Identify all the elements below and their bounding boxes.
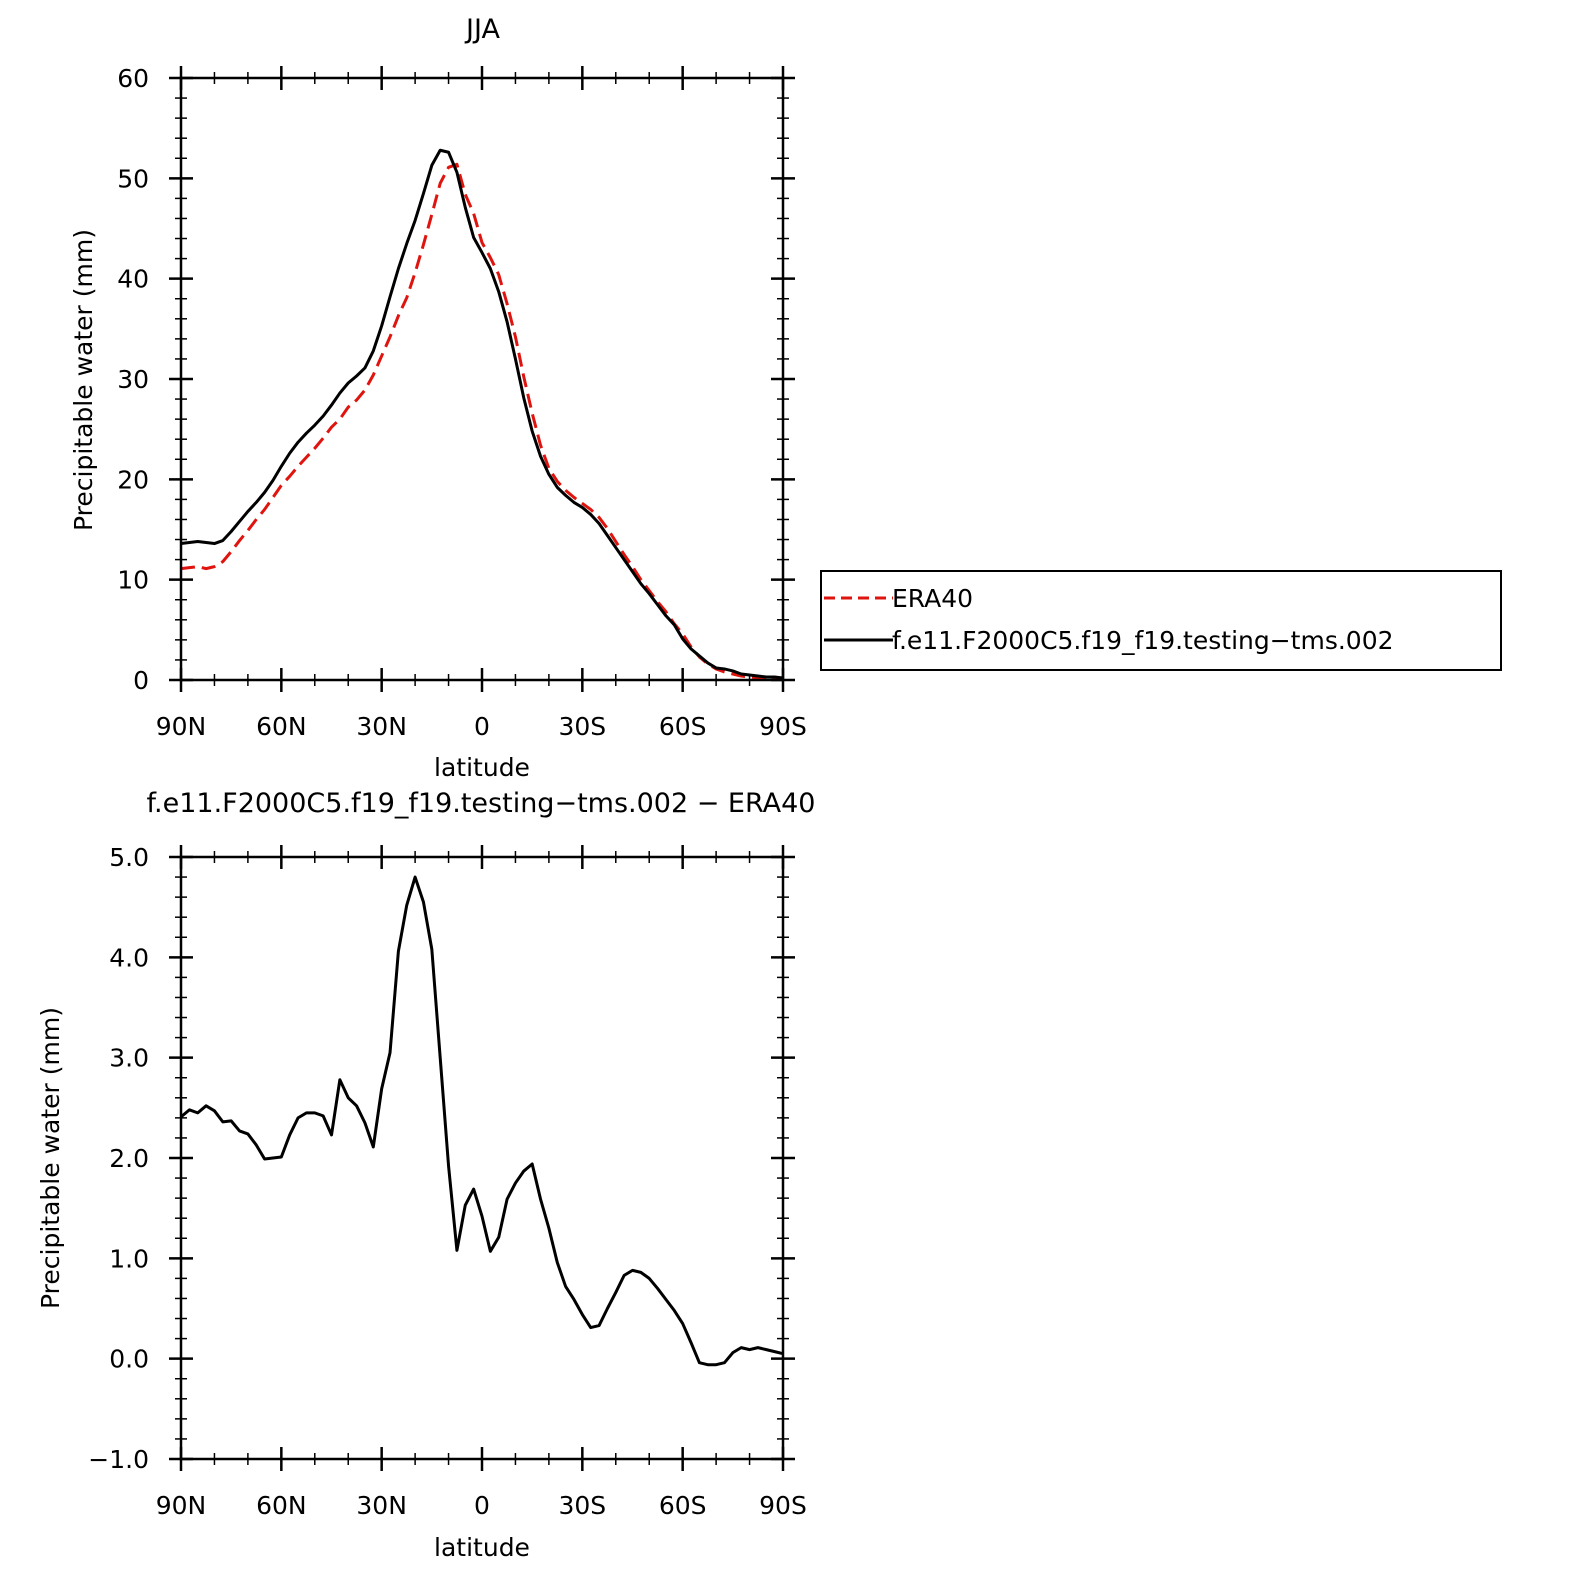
top-tick-marks xyxy=(169,66,795,692)
top-chart-title: JJA xyxy=(464,14,500,45)
top-x-tick-label: 30S xyxy=(558,712,606,741)
top-x-tick-label: 0 xyxy=(474,712,490,741)
bottom-x-tick-label: 0 xyxy=(474,1491,490,1520)
top-x-tick-label: 60N xyxy=(256,712,307,741)
bottom-y-tick-labels: −1.0 0.0 1.0 2.0 3.0 4.0 5.0 xyxy=(88,843,149,1474)
bottom-y-tick-label: 4.0 xyxy=(109,943,149,972)
bottom-x-tick-label: 90S xyxy=(759,1491,807,1520)
legend: ERA40 f.e11.F2000C5.f19_f19.testing−tms.… xyxy=(820,570,1502,671)
top-series-line-0 xyxy=(180,162,783,681)
bottom-x-axis-label: latitude xyxy=(434,1533,530,1562)
bottom-y-tick-label: 0.0 xyxy=(109,1345,149,1374)
legend-label-model: f.e11.F2000C5.f19_f19.testing−tms.002 xyxy=(892,626,1394,655)
top-series-line-1 xyxy=(180,148,784,680)
bottom-series-lines xyxy=(180,875,784,1367)
bottom-panel: f.e11.F2000C5.f19_f19.testing−tms.002 − … xyxy=(36,788,815,1562)
bottom-x-tick-label: 30N xyxy=(356,1491,407,1520)
top-y-tick-label: 30 xyxy=(117,365,149,394)
top-y-tick-labels: 0 10 20 30 40 50 60 xyxy=(117,64,149,695)
bottom-x-tick-label: 60N xyxy=(256,1491,307,1520)
bottom-plot-frame xyxy=(179,855,785,1461)
bottom-y-axis-label: Precipitable water (mm) xyxy=(36,1007,65,1309)
top-y-tick-label: 10 xyxy=(117,566,149,595)
bottom-x-tick-labels: 90N 60N 30N 0 30S 60S 90S xyxy=(156,1491,807,1520)
bottom-x-tick-label: 90N xyxy=(156,1491,207,1520)
top-x-tick-label: 60S xyxy=(659,712,707,741)
bottom-chart-title: f.e11.F2000C5.f19_f19.testing−tms.002 − … xyxy=(147,788,816,819)
bottom-x-tick-label: 60S xyxy=(659,1491,707,1520)
bottom-y-tick-label: 2.0 xyxy=(109,1144,149,1173)
top-x-axis-label: latitude xyxy=(434,753,530,782)
bottom-y-tick-label: 5.0 xyxy=(109,843,149,872)
legend-box xyxy=(820,570,1502,671)
top-y-tick-label: 20 xyxy=(117,465,149,494)
top-x-tick-label: 90S xyxy=(759,712,807,741)
bottom-y-tick-label: 3.0 xyxy=(109,1044,149,1073)
bottom-x-tick-label: 30S xyxy=(558,1491,606,1520)
bottom-y-tick-label: 1.0 xyxy=(109,1244,149,1273)
top-y-tick-label: 60 xyxy=(117,64,149,93)
top-y-tick-label: 50 xyxy=(117,164,149,193)
top-plot-frame xyxy=(179,76,785,682)
top-y-axis-label: Precipitable water (mm) xyxy=(69,229,98,531)
top-x-tick-label: 90N xyxy=(156,712,207,741)
top-x-tick-labels: 90N 60N 30N 0 30S 60S 90S xyxy=(156,712,807,741)
bottom-y-tick-label: −1.0 xyxy=(88,1445,149,1474)
bottom-series-line-0 xyxy=(180,875,784,1367)
legend-label-era40: ERA40 xyxy=(892,584,973,613)
top-series-lines xyxy=(180,148,784,681)
top-y-tick-label: 40 xyxy=(117,265,149,294)
top-panel: JJA 90N 60N 30N 0 30S 60S 90S 0 10 20 30 40 50 60 la… xyxy=(69,14,807,782)
top-x-tick-label: 30N xyxy=(356,712,407,741)
top-y-tick-label: 0 xyxy=(133,666,149,695)
